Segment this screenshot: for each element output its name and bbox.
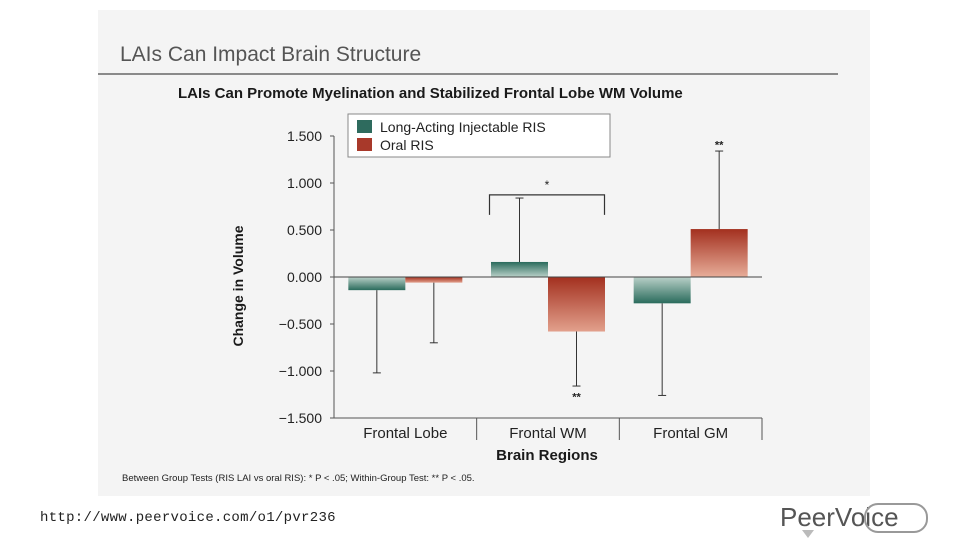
peervoice-logo: PeerVoice: [772, 500, 928, 538]
y-tick-label: −1.000: [279, 363, 322, 379]
logo-bubble-tail: [802, 530, 814, 538]
significance-marker: *: [545, 178, 550, 192]
slide-title: LAIs Can Impact Brain Structure: [120, 43, 422, 66]
legend-swatch-lai: [357, 120, 372, 133]
logo-text-peer: Peer: [780, 502, 835, 532]
bar-oral-frontal-wm: [548, 277, 605, 332]
slide-panel: LAIs Can Impact Brain Structure LAIs Can…: [98, 10, 870, 496]
footnote: Between Group Tests (RIS LAI vs oral RIS…: [122, 473, 475, 484]
y-tick-label: 1.500: [287, 128, 322, 144]
y-tick-label: 0.000: [287, 269, 322, 285]
legend-label-lai: Long-Acting Injectable RIS: [380, 119, 546, 135]
legend: Long-Acting Injectable RIS Oral RIS: [347, 113, 611, 158]
x-category-label: Frontal GM: [653, 425, 728, 442]
bar-lai-frontal-lobe: [348, 277, 406, 291]
y-tick-label: −0.500: [279, 316, 322, 332]
bar-oral-frontal-gm: [690, 229, 748, 277]
x-axis-label: Brain Regions: [496, 447, 598, 464]
legend-label-oral: Oral RIS: [380, 137, 434, 153]
legend-box: [347, 113, 611, 158]
chart-title: LAIs Can Promote Myelination and Stabili…: [178, 85, 683, 102]
y-axis-label: Change in Volume: [230, 225, 246, 346]
logo-speech-bubble: [864, 503, 928, 533]
significance-marker: **: [715, 140, 724, 152]
bar-chart: 1.500 1.000 0.500 0.000 −0.500 −1.000 −1.500 C…: [230, 113, 763, 464]
x-category-label: Frontal Lobe: [363, 425, 447, 442]
significance-bracket: [488, 194, 606, 215]
title-divider: [98, 73, 838, 75]
y-tick-label: 0.500: [287, 222, 322, 238]
legend-swatch-oral: [357, 138, 372, 151]
y-tick-label: 1.000: [287, 175, 322, 191]
bar-lai-frontal-gm: [633, 277, 691, 304]
bar-lai-frontal-wm: [491, 261, 548, 277]
significance-marker: **: [572, 391, 581, 403]
bar-oral-frontal-lobe: [405, 277, 463, 283]
x-category-label: Frontal WM: [509, 425, 587, 442]
source-link[interactable]: http://www.peervoice.com/o1/pvr236: [40, 510, 336, 526]
y-tick-label: −1.500: [279, 410, 322, 426]
